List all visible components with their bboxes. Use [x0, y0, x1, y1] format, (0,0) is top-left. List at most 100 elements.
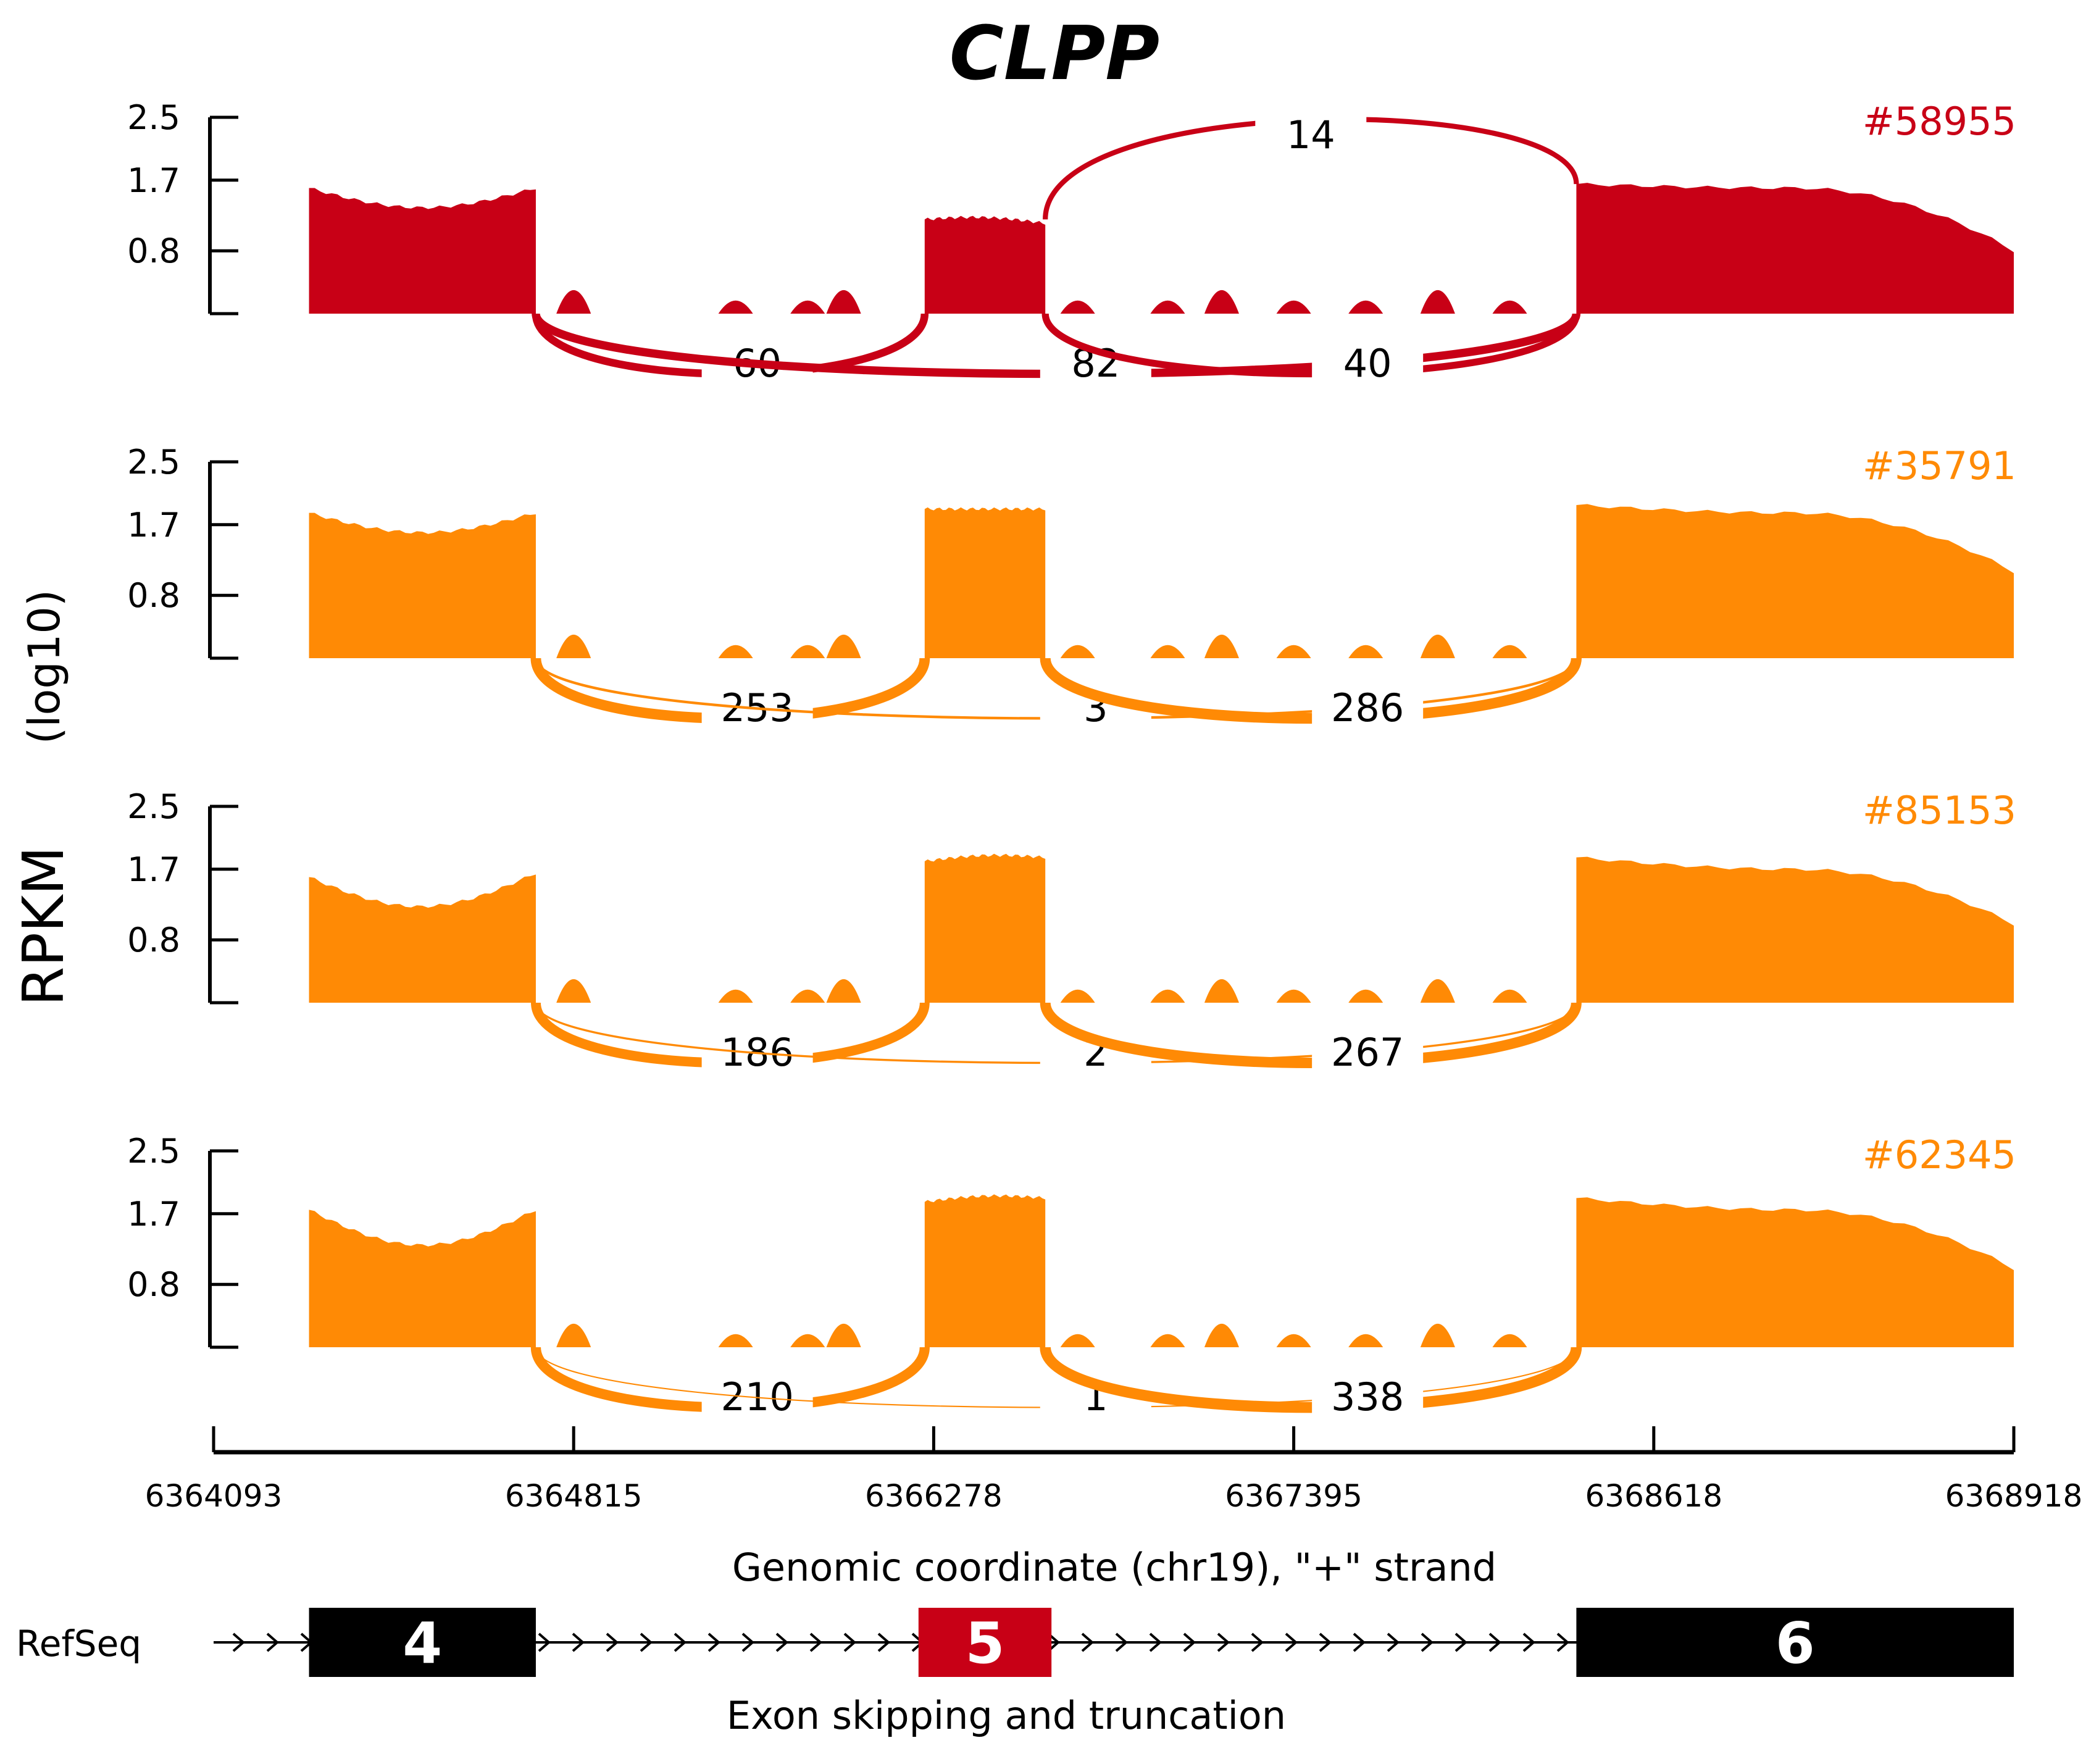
junction-label-bg: [1312, 341, 1424, 388]
exon-coverage: [924, 853, 1046, 1003]
intron-coverage: [1150, 1334, 1185, 1347]
intron-coverage: [1150, 989, 1185, 1003]
intron-coverage: [1060, 1334, 1095, 1347]
intron-coverage: [556, 634, 591, 658]
intron-coverage: [1492, 300, 1527, 314]
strand-arrow: [1217, 1632, 1230, 1652]
x-axis: 6364093 6364815 6366278 6367395 6368618 63689…: [145, 1426, 2083, 1514]
x-tick-label: 6366278: [865, 1478, 1003, 1514]
y-tick-label: 2.5: [127, 98, 180, 137]
exon-coverage: [309, 1210, 536, 1347]
intron-coverage: [826, 979, 861, 1003]
refseq-label: RefSeq: [16, 1623, 141, 1665]
strand-arrow: [1081, 1632, 1095, 1652]
strand-arrow: [1522, 1632, 1536, 1652]
intron-coverage: [1060, 989, 1095, 1003]
sample-label: #85153: [1863, 788, 2016, 833]
y-tick-label: 0.8: [127, 921, 180, 959]
junction-label-bg: [1312, 1374, 1424, 1421]
y-axis-title-unit: (log10): [19, 590, 70, 744]
intron-coverage: [1276, 989, 1311, 1003]
junction-label: 267: [1331, 1030, 1404, 1075]
intron-coverage: [1150, 645, 1185, 658]
intron-coverage: [826, 634, 861, 658]
y-tick-label: 0.8: [127, 576, 180, 615]
intron-coverage: [718, 645, 753, 658]
gene-model: RefSeq 4 5 6: [16, 1608, 2014, 1677]
junction-arc: [1040, 657, 1582, 724]
exon-box: [1576, 1608, 2014, 1677]
exon-coverage: [924, 215, 1046, 314]
y-tick-label: 0.8: [127, 232, 180, 270]
intron-coverage: [1204, 979, 1239, 1003]
intron-coverage: [1492, 1334, 1527, 1347]
intron-coverage: [1276, 1334, 1311, 1347]
exon-box: [918, 1608, 1052, 1677]
strand-arrow: [606, 1632, 619, 1652]
junction-arc: [1041, 313, 1580, 378]
strand-arrow: [1421, 1632, 1434, 1652]
exon-coverage: [1576, 504, 2014, 658]
sample-label: #35791: [1863, 443, 2016, 488]
exon-coverage: [309, 874, 536, 1003]
intron-coverage: [718, 300, 753, 314]
strand-arrow: [775, 1632, 789, 1652]
exon-coverage: [309, 512, 536, 658]
strand-arrow: [809, 1632, 823, 1652]
strand-arrow: [1387, 1632, 1400, 1652]
strand-arrow: [1251, 1632, 1264, 1652]
intron-coverage: [556, 979, 591, 1003]
exon-coverage: [309, 188, 536, 314]
intron-coverage: [1204, 290, 1239, 314]
y-tick-label: 1.7: [127, 1195, 180, 1234]
strand-arrow: [1047, 1632, 1061, 1652]
exon-number: 4: [403, 1610, 442, 1676]
y-axis-title-text: RPKM: [10, 846, 77, 1006]
x-tick-label: 6368618: [1585, 1478, 1722, 1514]
y-tick-label: 1.7: [127, 850, 180, 889]
intron-coverage: [1348, 300, 1383, 314]
strand-arrow: [674, 1632, 687, 1652]
intron-coverage: [1150, 300, 1185, 314]
strand-arrow: [538, 1632, 551, 1652]
exon-number: 6: [1776, 1610, 1815, 1676]
intron-coverage: [790, 1334, 825, 1347]
strand-arrow: [572, 1632, 585, 1652]
y-tick-label: 0.8: [127, 1265, 180, 1304]
strand-arrow: [1285, 1632, 1298, 1652]
strand-arrow: [1556, 1632, 1570, 1652]
strand-arrow: [1454, 1632, 1468, 1652]
strand-arrow: [1183, 1632, 1196, 1652]
junction-label-bg: [1255, 112, 1367, 159]
x-tick-label: 6364093: [145, 1478, 283, 1514]
intron-coverage: [1348, 645, 1383, 658]
intron-coverage: [1204, 1323, 1239, 1347]
exon-box: [309, 1608, 536, 1677]
strand-arrow: [640, 1632, 653, 1652]
y-tick-label: 2.5: [127, 787, 180, 826]
gene-model-caption: Exon skipping and truncation: [727, 1693, 1286, 1738]
intron-coverage: [1420, 979, 1455, 1003]
intron-coverage: [1276, 645, 1311, 658]
y-axis-title: RPKM (log10): [10, 590, 77, 1006]
junction-arc: [1040, 1001, 1582, 1068]
junction-arc: [1040, 1346, 1582, 1413]
y-tick-label: 1.7: [127, 506, 180, 545]
intron-coverage: [826, 290, 861, 314]
junction-label-bg: [1312, 685, 1424, 732]
intron-coverage: [790, 645, 825, 658]
exon-number: 5: [965, 1610, 1004, 1676]
y-tick-label: 1.7: [127, 161, 180, 200]
x-tick-label: 6368918: [1945, 1478, 2083, 1514]
strand-arrow: [843, 1632, 857, 1652]
strand-arrow: [266, 1632, 280, 1652]
intron-coverage: [718, 989, 753, 1003]
intron-coverage: [790, 989, 825, 1003]
intron-coverage: [556, 1323, 591, 1347]
intron-coverage: [790, 300, 825, 314]
intron-coverage: [1420, 634, 1455, 658]
strand-arrow: [232, 1632, 246, 1652]
